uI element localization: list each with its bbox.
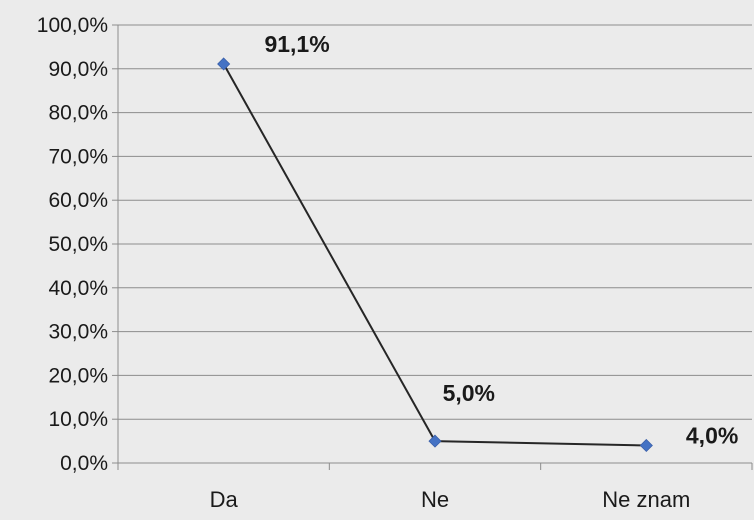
series-line <box>222 63 647 447</box>
y-tick-label: 60,0% <box>48 189 108 212</box>
x-tick-label: Ne <box>421 487 449 512</box>
x-tick-labels: Da Ne Ne znam <box>210 487 691 512</box>
grid-lines <box>118 24 752 420</box>
data-series <box>217 57 653 453</box>
y-tick-label: 90,0% <box>48 58 108 81</box>
y-tick-label: 30,0% <box>48 321 108 344</box>
y-tick-label: 80,0% <box>48 102 108 125</box>
data-point-marker <box>428 434 442 448</box>
y-tick-label: 10,0% <box>48 408 108 431</box>
data-labels: 91,1% 5,0% 4,0% <box>264 31 738 448</box>
data-point-marker <box>639 438 653 453</box>
data-label: 91,1% <box>264 31 329 57</box>
data-label: 4,0% <box>686 422 738 448</box>
y-tick-label: 20,0% <box>48 364 108 387</box>
x-tick-label: Ne znam <box>602 487 690 512</box>
y-tick-label: 50,0% <box>48 233 108 256</box>
data-label: 5,0% <box>443 380 495 406</box>
axes <box>112 24 753 470</box>
y-tick-label: 70,0% <box>48 145 108 168</box>
y-tick-label: 0,0% <box>60 452 108 475</box>
y-tick-labels: 0,0% 10,0% 20,0% 30,0% 40,0% 50,0% 60,0% 70,0% 8… <box>37 14 108 475</box>
data-point-marker <box>217 57 231 71</box>
y-tick-label: 100,0% <box>37 14 108 37</box>
y-tick-label: 40,0% <box>48 277 108 300</box>
x-tick-label: Da <box>210 487 239 512</box>
